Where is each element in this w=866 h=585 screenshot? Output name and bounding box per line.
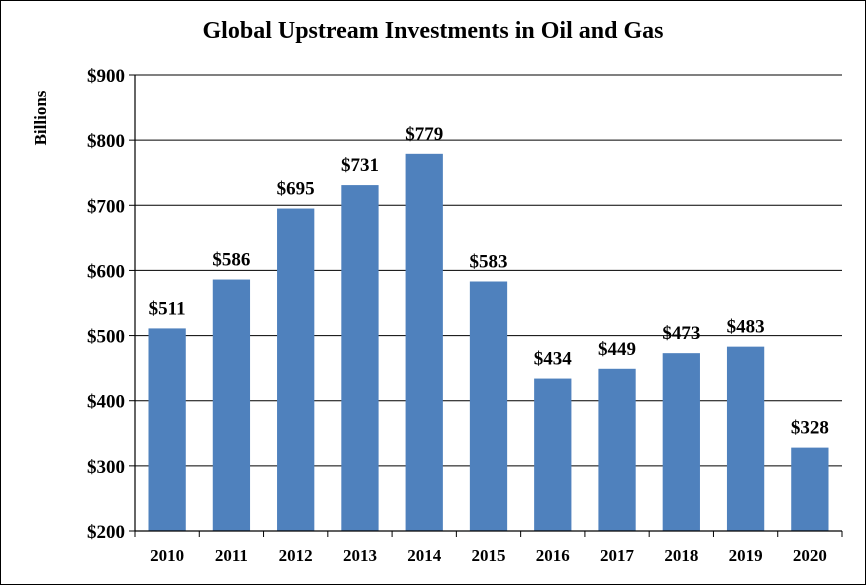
data-label: $449 <box>598 339 636 360</box>
x-tick-labels: 2010 2011 2012 2013 2014 2015 2016 2017 2018 2019… <box>150 546 827 565</box>
data-label: $779 <box>405 124 443 145</box>
y-tick-label: $800 <box>87 131 125 152</box>
y-tick-label: $200 <box>87 522 125 543</box>
y-tick-label: $500 <box>87 327 125 348</box>
x-tick-label: 2011 <box>215 546 248 565</box>
x-tick-label: 2017 <box>600 546 635 565</box>
y-tick-label: $300 <box>87 457 125 478</box>
data-label: $483 <box>727 317 765 338</box>
y-tick-label: $400 <box>87 392 125 413</box>
data-label: $695 <box>277 179 315 200</box>
x-tick-label: 2018 <box>664 546 698 565</box>
data-label: $434 <box>534 349 573 370</box>
x-tick-label: 2020 <box>793 546 827 565</box>
bar <box>148 328 186 531</box>
data-label: $473 <box>662 323 700 344</box>
bar <box>726 346 765 531</box>
bar <box>598 368 636 531</box>
bar <box>534 378 572 531</box>
bar <box>405 153 443 531</box>
data-labels: $511 $586 $695 $731 $779 $583 $434 $449 $473 $483… <box>149 124 829 439</box>
bar <box>469 281 508 531</box>
data-label: $328 <box>791 418 829 439</box>
bar <box>341 185 379 531</box>
x-tick-label: 2012 <box>279 546 313 565</box>
data-label: $731 <box>341 155 379 176</box>
bar <box>791 447 829 531</box>
axes <box>129 74 843 537</box>
x-tick-label: 2016 <box>536 546 570 565</box>
bar <box>277 208 315 532</box>
bar <box>212 279 251 531</box>
x-tick-label: 2019 <box>729 546 763 565</box>
data-label: $583 <box>470 252 508 273</box>
data-label: $586 <box>212 250 250 271</box>
data-label: $511 <box>149 298 186 319</box>
chart-title: Global Upstream Investments in Oil and G… <box>202 18 664 44</box>
bars <box>148 153 829 532</box>
y-tick-label: $900 <box>87 66 125 87</box>
bar <box>662 353 700 531</box>
y-tick-labels: $200 $300 $400 $500 $600 $700 $800 $900 <box>87 66 125 543</box>
y-tick-label: $600 <box>87 261 125 282</box>
x-tick-label: 2014 <box>407 546 442 565</box>
x-tick-label: 2015 <box>472 546 506 565</box>
x-tick-label: 2010 <box>150 546 184 565</box>
x-tick-label: 2013 <box>343 546 377 565</box>
y-tick-label: $700 <box>87 196 125 217</box>
